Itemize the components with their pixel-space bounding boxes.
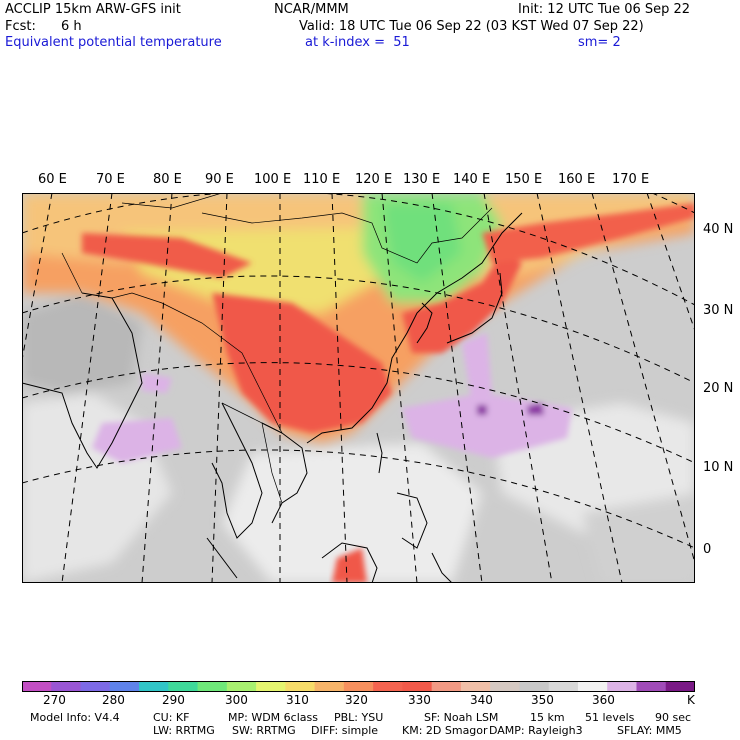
colorbar-swatch xyxy=(636,681,667,692)
colorbar-swatch xyxy=(80,681,111,692)
colorbar-tick: 320 xyxy=(345,693,368,707)
lon-label: 140 E xyxy=(453,172,491,187)
lon-label: 100 E xyxy=(254,172,292,187)
colorbar-swatch xyxy=(490,681,520,692)
lon-label: 120 E xyxy=(355,172,393,187)
colorbar-swatch xyxy=(665,681,695,692)
map-panel xyxy=(22,193,695,583)
timestep: 90 sec xyxy=(655,711,692,724)
org-label: NCAR/MMM xyxy=(274,2,349,17)
colorbar-swatch xyxy=(256,681,286,692)
colorbar-tick: 280 xyxy=(102,693,125,707)
lat-label: 10 N xyxy=(703,460,734,475)
field-name: Equivalent potential temperature xyxy=(5,35,222,50)
graticule xyxy=(22,193,695,583)
km-option: KM: 2D Smagor xyxy=(402,724,488,737)
colorbar-tick: 330 xyxy=(408,693,431,707)
map-border xyxy=(22,193,695,583)
colorbar-tick: 290 xyxy=(162,693,185,707)
colorbar-swatch xyxy=(460,681,491,692)
cumulus-scheme: CU: KF xyxy=(153,711,190,724)
resolution: 15 km xyxy=(530,711,565,724)
colorbar-swatch xyxy=(197,681,228,692)
colorbar-swatch xyxy=(343,681,374,692)
longwave-scheme: LW: RRTMG xyxy=(153,724,215,737)
lat-label: 0 xyxy=(703,542,712,557)
colorbar-swatch xyxy=(226,681,257,692)
colorbar-swatch xyxy=(373,681,403,692)
vertical-levels: 51 levels xyxy=(585,711,635,724)
lon-label: 60 E xyxy=(38,172,67,187)
colorbar-swatch xyxy=(402,681,433,692)
colorbar-tick: 350 xyxy=(531,693,554,707)
lon-label: 80 E xyxy=(153,172,182,187)
microphysics-scheme: MP: WDM 6class xyxy=(228,711,318,724)
forecast-value: 6 h xyxy=(61,19,82,34)
lat-label: 20 N xyxy=(703,381,734,396)
smoothing-label: sm= 2 xyxy=(578,35,621,50)
level-label: at k-index = 51 xyxy=(305,35,410,50)
lon-label: 130 E xyxy=(403,172,441,187)
colorbar-swatch xyxy=(548,681,579,692)
diffusion-option: DIFF: simple xyxy=(311,724,379,737)
colorbar-tick: 360 xyxy=(592,693,615,707)
lat-label: 30 N xyxy=(703,303,734,318)
damping-option: DAMP: Rayleigh3 xyxy=(489,724,583,737)
valid-time: Valid: 18 UTC Tue 06 Sep 22 (03 KST Wed … xyxy=(299,19,644,34)
colorbar-unit: K xyxy=(687,693,695,707)
pbl-scheme: PBL: YSU xyxy=(334,711,384,724)
colorbar-tick: 300 xyxy=(225,693,248,707)
colorbar-swatch xyxy=(519,681,550,692)
colorbar-tick: 310 xyxy=(286,693,309,707)
colorbar-tick: 340 xyxy=(470,693,493,707)
shortwave-scheme: SW: RRTMG xyxy=(232,724,296,737)
model-title: ACCLIP 15km ARW-GFS init xyxy=(5,2,181,17)
low-theta-e-regions xyxy=(92,333,572,463)
init-time: Init: 12 UTC Tue 06 Sep 22 xyxy=(518,2,691,17)
lon-label: 110 E xyxy=(303,172,341,187)
colorbar-swatch xyxy=(431,681,462,692)
colorbar-swatch xyxy=(168,681,199,692)
forecast-label: Fcst: xyxy=(5,19,36,34)
lat-label: 40 N xyxy=(703,222,734,237)
surface-scheme: SF: Noah LSM xyxy=(424,711,499,724)
lon-label: 90 E xyxy=(205,172,234,187)
model-info: Model Info: V4.4 xyxy=(30,711,120,724)
colorbar xyxy=(22,681,695,692)
colorbar-tick: 270 xyxy=(43,693,66,707)
colorbar-swatch xyxy=(51,681,82,692)
colorbar-swatch xyxy=(285,681,316,692)
lon-label: 170 E xyxy=(612,172,650,187)
colorbar-swatch xyxy=(314,681,345,692)
colorbar-border xyxy=(22,681,695,692)
colorbar-swatch xyxy=(139,681,169,692)
colorbar-swatch xyxy=(22,681,52,692)
colorbar-swatch xyxy=(577,681,608,692)
colorbar-swatch xyxy=(109,681,140,692)
lon-label: 70 E xyxy=(96,172,125,187)
coastlines xyxy=(22,212,523,583)
colorbar-swatch xyxy=(607,681,637,692)
country-borders xyxy=(61,193,493,504)
lon-label: 150 E xyxy=(505,172,543,187)
surface-layer-option: SFLAY: MM5 xyxy=(617,724,682,737)
lon-label: 160 E xyxy=(558,172,596,187)
